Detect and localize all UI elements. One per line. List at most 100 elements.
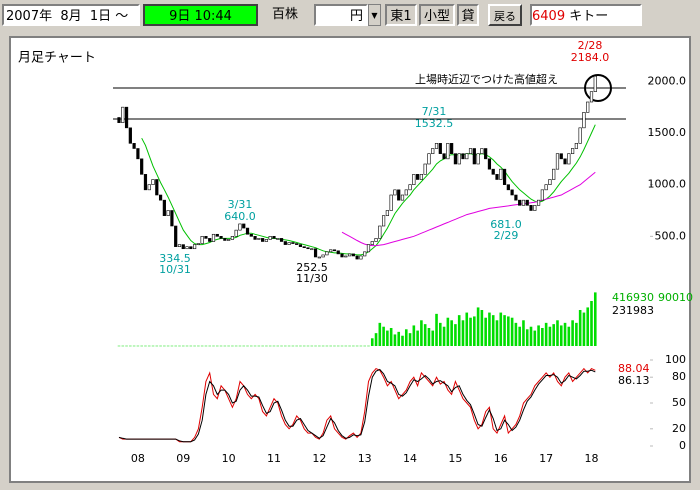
stock-field: 6409 キトー xyxy=(530,4,642,26)
volume-bar xyxy=(204,345,208,347)
volume-bar xyxy=(367,345,370,347)
volume-bar xyxy=(227,345,230,347)
volume-bar xyxy=(329,345,332,347)
volume-bar xyxy=(321,345,325,347)
candle xyxy=(484,148,488,160)
y-tick-label: 0 xyxy=(679,439,686,452)
candle xyxy=(408,184,412,191)
annotation: 681.0 xyxy=(490,218,522,231)
volume-bar xyxy=(439,322,442,346)
volume-bar xyxy=(348,345,351,347)
candle xyxy=(344,255,348,258)
volume-bar xyxy=(522,320,525,346)
annotation: 640.0 xyxy=(224,210,256,223)
candle xyxy=(234,229,238,237)
back-button[interactable]: 戻る xyxy=(488,4,522,26)
volume-bar xyxy=(185,345,189,347)
volume-bar xyxy=(238,345,242,347)
candle xyxy=(249,233,253,237)
volume-bar xyxy=(219,345,223,347)
candle xyxy=(567,153,571,165)
candle xyxy=(336,250,340,255)
volume-bar xyxy=(132,345,136,347)
candle xyxy=(121,106,125,123)
candle xyxy=(332,249,337,252)
candle xyxy=(529,205,533,211)
candle xyxy=(219,236,223,239)
volume-bar xyxy=(393,334,397,346)
volume-bar xyxy=(159,345,162,347)
volume-bar xyxy=(302,345,306,347)
volume-bar xyxy=(197,345,200,347)
volume-bar xyxy=(265,345,268,347)
candle xyxy=(185,246,189,250)
volume-bar xyxy=(181,345,185,347)
volume-bar xyxy=(310,345,314,347)
candle xyxy=(472,148,476,165)
line xyxy=(341,171,596,247)
dropdown-arrow[interactable]: ▼ xyxy=(368,4,381,26)
volume-bar xyxy=(140,345,143,347)
volume-bar xyxy=(397,331,401,346)
annotation: 2/28 xyxy=(578,39,603,52)
date-field[interactable]: 2007年 8月 1日 ～ xyxy=(2,4,140,26)
volume-bar xyxy=(575,322,578,346)
volume-bar xyxy=(306,345,310,347)
volume-bar xyxy=(374,333,378,346)
candle xyxy=(589,91,594,103)
candle xyxy=(499,168,503,180)
candle xyxy=(397,189,401,201)
annotation: 7/31 xyxy=(422,105,447,118)
volume-bar xyxy=(465,312,469,346)
volume-bar xyxy=(408,333,412,346)
candle xyxy=(227,239,231,241)
candle xyxy=(363,251,367,257)
candle xyxy=(177,244,182,247)
candle xyxy=(238,223,242,231)
volume-bar xyxy=(457,315,461,346)
volume-bar xyxy=(533,330,537,346)
x-tick-label: 10 xyxy=(222,452,236,465)
volume-bar xyxy=(412,325,416,346)
volume-bar xyxy=(416,330,419,346)
candle xyxy=(559,153,563,160)
volume-bar xyxy=(461,320,465,346)
candle xyxy=(170,210,174,227)
x-tick-label: 12 xyxy=(312,452,326,465)
annotation: 上場時近辺でつけた高値超え xyxy=(415,72,558,86)
candle xyxy=(128,127,132,144)
candle xyxy=(166,210,170,216)
candle xyxy=(313,248,318,258)
candle xyxy=(162,199,166,216)
annotation: 11/30 xyxy=(296,272,328,285)
chart-title: 月足チャート xyxy=(18,51,96,66)
volume-bar xyxy=(423,324,427,346)
candle xyxy=(461,153,465,160)
candle xyxy=(306,247,310,250)
candle xyxy=(155,179,159,196)
volume-bar xyxy=(382,326,385,346)
volume-bar xyxy=(435,313,438,346)
x-tick-label: 11 xyxy=(267,452,281,465)
chart-panel xyxy=(9,36,691,483)
currency-field[interactable]: 円 xyxy=(314,4,368,26)
x-tick-label: 14 xyxy=(403,452,417,465)
volume-bar xyxy=(559,325,563,346)
volume-bar xyxy=(170,345,174,347)
candle xyxy=(158,194,163,201)
volume-bar xyxy=(129,345,132,347)
candle xyxy=(291,242,295,244)
volume-bar xyxy=(450,320,453,346)
candle xyxy=(355,255,359,260)
y-tick-label: 1000.0 xyxy=(648,178,687,191)
candle xyxy=(521,199,526,206)
volume-bar xyxy=(284,345,287,347)
candle xyxy=(347,253,352,257)
candle xyxy=(563,158,567,165)
candle xyxy=(370,241,374,245)
volume-bar xyxy=(318,345,321,347)
volume-bar xyxy=(144,345,147,347)
candle xyxy=(268,236,272,240)
candle xyxy=(457,153,461,165)
candle xyxy=(359,255,363,260)
